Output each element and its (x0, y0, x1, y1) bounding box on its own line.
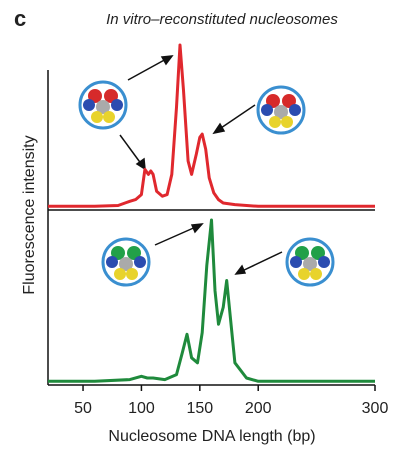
y-axis-label: Fluorescence intensity (21, 135, 38, 294)
x-tick-label: 150 (186, 400, 213, 417)
x-tick-label: 100 (128, 400, 155, 417)
x-axis-label: Nucleosome DNA length (bp) (108, 428, 315, 445)
chart-title: In vitro–reconstituted nucleosomes (106, 11, 338, 28)
x-tick-label: 200 (245, 400, 272, 417)
nucleosome-icons (78, 80, 335, 287)
x-tick-label: 50 (74, 400, 92, 417)
panel-label: c (14, 6, 26, 31)
annotations (119, 55, 283, 275)
data-line (48, 218, 375, 383)
x-tick-label: 300 (362, 400, 389, 417)
data-line (48, 43, 375, 208)
